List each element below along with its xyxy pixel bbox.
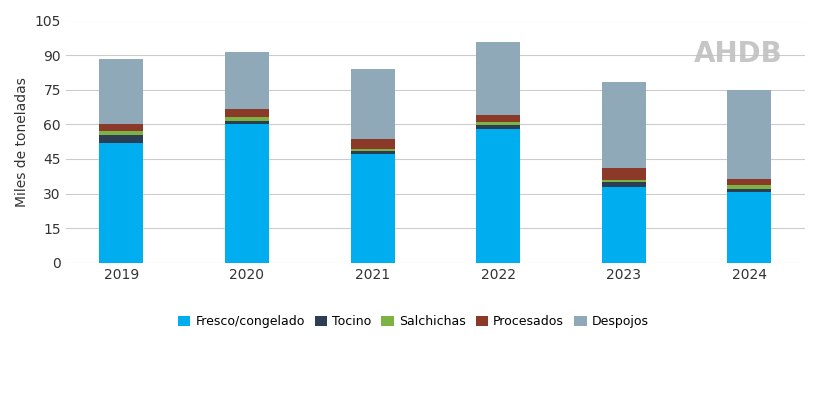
Bar — [726, 192, 771, 263]
Bar — [601, 187, 645, 263]
Bar — [351, 139, 394, 149]
Bar — [99, 135, 143, 143]
Bar — [601, 182, 645, 187]
Bar — [476, 115, 519, 122]
Bar — [224, 117, 269, 121]
Bar — [99, 131, 143, 135]
Legend: Fresco/congelado, Tocino, Salchichas, Procesados, Despojos: Fresco/congelado, Tocino, Salchichas, Pr… — [173, 310, 653, 333]
Bar — [476, 129, 519, 263]
Bar — [224, 109, 269, 117]
Bar — [224, 52, 269, 109]
Bar — [99, 59, 143, 124]
Bar — [601, 180, 645, 182]
Bar — [726, 189, 771, 192]
Bar — [726, 178, 771, 186]
Bar — [601, 168, 645, 180]
Bar — [476, 122, 519, 125]
Bar — [726, 90, 771, 178]
Bar — [726, 186, 771, 189]
Bar — [476, 43, 519, 115]
Bar — [351, 69, 394, 139]
Y-axis label: Miles de toneladas: Miles de toneladas — [15, 77, 29, 206]
Bar — [476, 125, 519, 129]
Bar — [351, 151, 394, 154]
Bar — [224, 124, 269, 263]
Bar — [601, 82, 645, 168]
Text: AHDB: AHDB — [693, 40, 782, 68]
Bar — [99, 143, 143, 263]
Bar — [224, 121, 269, 124]
Bar — [351, 154, 394, 263]
Bar — [351, 149, 394, 151]
Bar — [99, 124, 143, 131]
